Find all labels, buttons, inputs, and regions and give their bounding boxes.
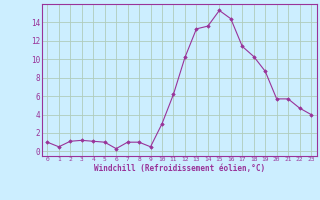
X-axis label: Windchill (Refroidissement éolien,°C): Windchill (Refroidissement éolien,°C) xyxy=(94,164,265,173)
